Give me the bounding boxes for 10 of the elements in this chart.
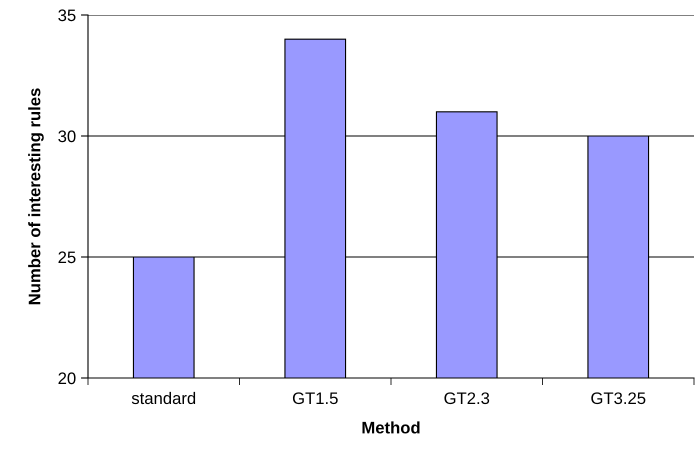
x-tick-label: standard	[132, 392, 196, 404]
x-tick-label: GT3.25	[591, 392, 646, 404]
x-tick-label: GT2.3	[444, 392, 490, 404]
y-tick-label: 20	[58, 372, 76, 384]
x-axis-title: Method	[362, 421, 420, 434]
y-tick-label: 25	[58, 251, 76, 264]
x-tick-label: GT1.5	[292, 392, 338, 404]
y-tick-label: 30	[58, 130, 76, 142]
y-tick-label: 35	[58, 9, 76, 22]
y-axis-title: Number of interesting rules	[28, 88, 44, 304]
